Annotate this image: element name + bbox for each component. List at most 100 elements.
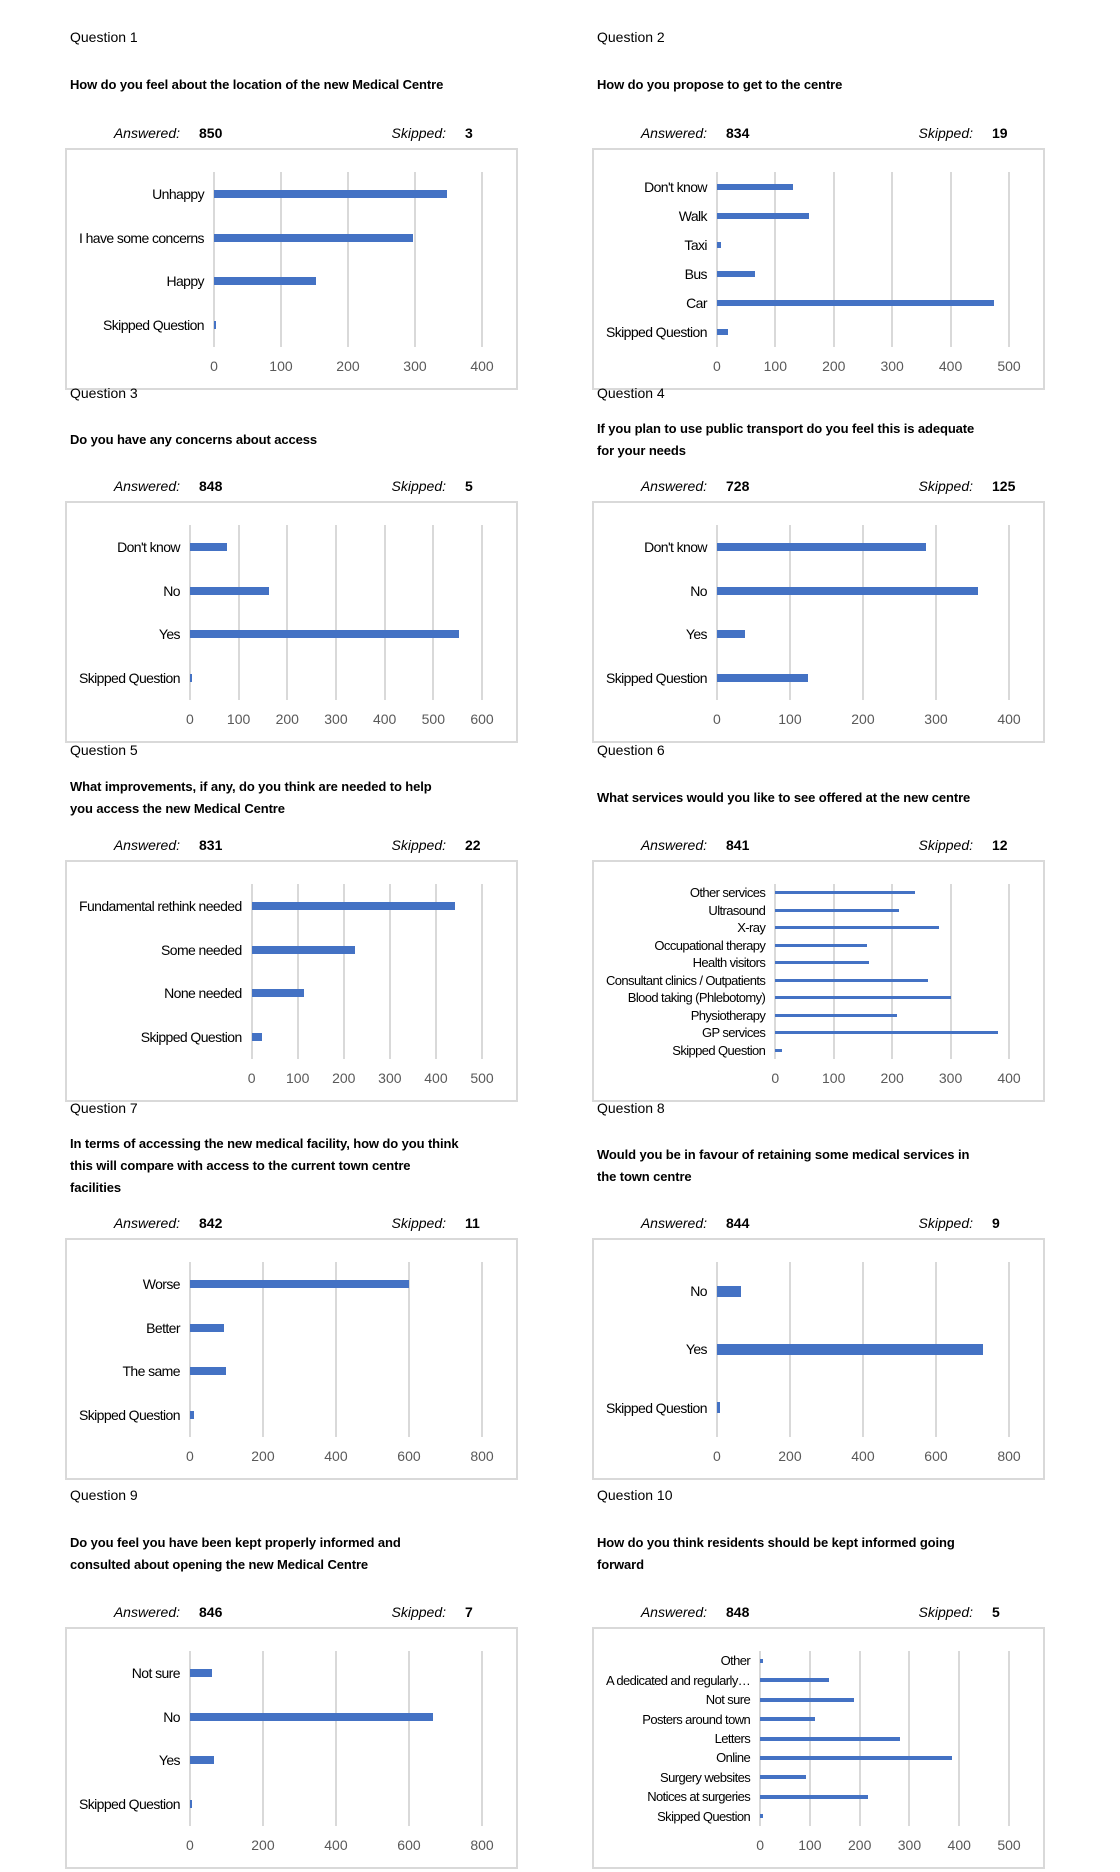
- category-axis: Don't know No Yes Skipped Question: [79, 525, 190, 700]
- tick-label: 400: [424, 1070, 448, 1086]
- question-title: Do you feel you have been kept properly …: [70, 1534, 401, 1572]
- bar-x-ray: [775, 926, 940, 930]
- bar-walk: [716, 212, 810, 219]
- plot: 0 100 200 300 400 500 600: [186, 525, 494, 727]
- question-block-3: Question 3 Do you have any concerns about…: [65, 382, 525, 743]
- tick-label: 200: [778, 1448, 802, 1464]
- gridline: [958, 1651, 961, 1826]
- bar-online: [760, 1755, 952, 1760]
- gridline: [261, 1651, 264, 1826]
- category-axis: Worse Better The same Skipped Question: [79, 1262, 190, 1437]
- tick-label: 600: [924, 1448, 948, 1464]
- response-stats: Answered: 848 Skipped: 5: [70, 475, 525, 501]
- bar-gp-services: [775, 1031, 998, 1035]
- tick-label: 400: [324, 1837, 348, 1853]
- tick-label: 200: [336, 358, 360, 374]
- skipped-count: 12: [992, 837, 1008, 853]
- skipped-label: Skipped:: [391, 1215, 446, 1231]
- tick-label: 400: [851, 1448, 875, 1464]
- category-label: Fundamental rethink needed: [79, 897, 242, 914]
- tick-label: 500: [421, 711, 445, 727]
- bar-i-have-some-concerns: [213, 233, 413, 242]
- gridline: [334, 525, 337, 700]
- category-axis: Not sure No Yes Skipped Question: [79, 1651, 190, 1826]
- category-label: Letters: [714, 1730, 751, 1746]
- question-number: Question 2: [597, 29, 665, 45]
- tick-label: 400: [947, 1837, 971, 1853]
- category-axis: Other services Ultrasound X-ray Occupationa…: [606, 884, 775, 1059]
- tick-label: 0: [186, 1837, 194, 1853]
- question-number: Question 9: [70, 1487, 138, 1503]
- answered-label: Answered:: [640, 1215, 707, 1231]
- answered-label: Answered:: [113, 1215, 180, 1231]
- response-stats: Answered: 842 Skipped: 11: [70, 1212, 525, 1238]
- bar-skipped-question: [716, 1402, 721, 1414]
- category-label: Unhappy: [152, 185, 204, 202]
- bar-skipped-question: [760, 1814, 763, 1819]
- question-header: Question 3 Do you have any concerns about…: [65, 382, 525, 501]
- bar-skipped-question: [775, 1048, 783, 1052]
- tick-label: 500: [997, 358, 1021, 374]
- gridline: [334, 1651, 337, 1826]
- question-title-area: What services would you like to see offe…: [597, 761, 1052, 834]
- tick-label: 0: [756, 1837, 765, 1853]
- bar-chart: Worse Better The same Skipped Question 0 200 4…: [65, 1238, 518, 1480]
- skipped-label: Skipped:: [918, 125, 973, 141]
- question-block-6: Question 6 What services would you like t…: [592, 739, 1052, 1102]
- plot-area: Worse Better The same Skipped Question 0 200 4…: [79, 1262, 494, 1464]
- bar-no: [189, 586, 270, 595]
- gridline: [934, 525, 937, 700]
- question-number: Question 6: [597, 742, 665, 758]
- tick-label: 200: [275, 711, 299, 727]
- bar-yes: [716, 630, 746, 639]
- gridline: [432, 525, 435, 700]
- question-title: How do you feel about the location of th…: [70, 77, 444, 92]
- bar-occupational-therapy: [775, 943, 868, 947]
- question-title-area: How do you propose to get to the centre: [597, 48, 1052, 122]
- category-label: Other services: [689, 885, 766, 901]
- gridline: [188, 1262, 191, 1437]
- category-label: Yes: [685, 626, 708, 643]
- bar-skipped-question: [213, 321, 216, 330]
- gridline: [188, 1651, 191, 1826]
- gridline: [891, 172, 894, 347]
- answered-count: 728: [726, 478, 750, 494]
- tick-label: 300: [880, 358, 904, 374]
- gridline: [296, 884, 299, 1059]
- gridline: [715, 525, 718, 700]
- tick-label: 200: [822, 358, 846, 374]
- answered-label: Answered:: [113, 837, 180, 853]
- category-label: Yes: [158, 626, 181, 643]
- category-label: Yes: [685, 1341, 708, 1358]
- tick-label: 400: [938, 358, 963, 374]
- question-title-area: What improvements, if any, do you think …: [70, 761, 525, 834]
- gridline: [407, 1651, 410, 1826]
- category-label: Skipped Question: [657, 1808, 751, 1824]
- tick-label: 800: [470, 1837, 494, 1853]
- bar-unhappy: [213, 189, 448, 198]
- tick-label: 100: [778, 711, 802, 727]
- tick-label: 300: [924, 711, 948, 727]
- question-header: Question 8 Would you be in favour of reta…: [592, 1097, 1052, 1238]
- response-stats: Answered: 728 Skipped: 125: [597, 475, 1052, 501]
- tick-label: 400: [997, 711, 1021, 727]
- category-label: Taxi: [684, 236, 707, 253]
- question-title-area: In terms of accessing the new medical fa…: [70, 1119, 525, 1212]
- bar-skipped-question: [189, 1411, 194, 1420]
- gridline: [346, 172, 349, 347]
- bar-chart: No Yes Skipped Question 0 200 400 600 800: [592, 1238, 1045, 1480]
- plot-area: Don't know Walk Taxi Bus Car Skipped Question…: [606, 172, 1021, 374]
- category-label: No: [690, 582, 707, 599]
- skipped-count: 3: [465, 125, 473, 141]
- tick-label: 300: [378, 1070, 402, 1086]
- gridline: [261, 1262, 264, 1437]
- category-label: Car: [686, 295, 707, 312]
- answered-count: 842: [199, 1215, 223, 1231]
- question-header: Question 5 What improvements, if any, do …: [65, 739, 525, 860]
- gridline: [212, 172, 215, 347]
- question-header: Question 1 How do you feel about the loca…: [65, 26, 525, 148]
- category-label: Skipped Question: [103, 317, 205, 334]
- question-number: Question 7: [70, 1100, 138, 1116]
- plot-area: Unhappy I have some concerns Happy Skipped …: [79, 172, 494, 374]
- tick-label: 0: [186, 711, 194, 727]
